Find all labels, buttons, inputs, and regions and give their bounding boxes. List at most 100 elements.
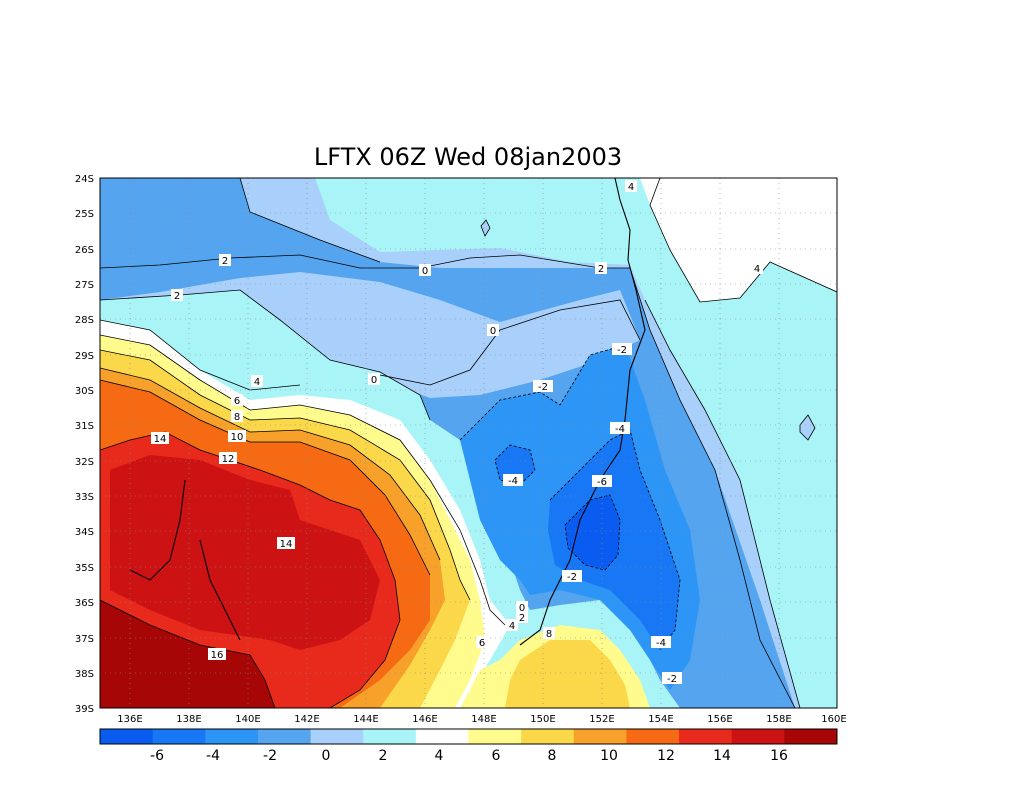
- band-coast-orange-south: [505, 640, 630, 708]
- colorbar-swatch: [100, 729, 154, 744]
- lat-tick-label: 26S: [75, 245, 94, 256]
- lat-tick-label: 30S: [75, 386, 94, 397]
- lon-tick-label: 154E: [648, 714, 673, 725]
- lon-tick-label: 140E: [235, 714, 260, 725]
- band-neg6-core: [565, 495, 620, 570]
- contour-label: 6: [479, 638, 485, 649]
- contour-label: 2: [174, 291, 180, 302]
- contour-label: 16: [211, 650, 224, 661]
- lon-tick-label: 152E: [589, 714, 614, 725]
- contour-label: 4: [754, 264, 760, 275]
- lon-tick-label: 158E: [766, 714, 791, 725]
- contour-label: 8: [234, 412, 240, 423]
- colorbar: [99, 728, 838, 745]
- lon-tick-label: 136E: [117, 714, 142, 725]
- lon-tick-label: 144E: [353, 714, 378, 725]
- contour-label: -2: [617, 345, 627, 356]
- contour-label: 12: [222, 454, 235, 465]
- colorbar-swatch: [679, 729, 733, 744]
- plot-frame: [99, 177, 838, 709]
- contour-label: 4: [509, 621, 515, 632]
- colorbar-swatch: [152, 729, 206, 744]
- colorbar-label: 8: [548, 748, 557, 764]
- contour-label: 14: [154, 434, 167, 445]
- contour-label: 2: [519, 613, 525, 624]
- lon-tick-label: 142E: [294, 714, 319, 725]
- contour-label: -6: [597, 477, 607, 488]
- colorbar-label: -2: [263, 748, 277, 764]
- band-4-6: [315, 178, 837, 708]
- colorbar-label: 6: [492, 748, 501, 764]
- lon-tick-label: 156E: [707, 714, 732, 725]
- colorbar-swatch: [784, 729, 838, 744]
- lat-tick-label: 37S: [75, 634, 94, 645]
- contour-label: 0: [519, 603, 525, 614]
- colorbar-swatch: [415, 729, 469, 744]
- contour-label: 4: [628, 182, 634, 193]
- lat-tick-label: 35S: [75, 563, 94, 574]
- contour-label: -4: [508, 476, 518, 487]
- colorbar-swatch: [205, 729, 259, 744]
- colorbar-label: 10: [600, 748, 618, 764]
- contour-label: 14: [280, 539, 293, 550]
- contour-label: 4: [254, 377, 260, 388]
- colorbar-label: 12: [657, 748, 675, 764]
- colorbar-swatch: [626, 729, 680, 744]
- contour-fill-layer: [100, 178, 837, 708]
- lat-tick-label: 25S: [75, 209, 94, 220]
- colorbar-labels: -6 -4 -2 0 2 4 6 8 10 12 14 16: [150, 748, 788, 764]
- colorbar-label: -4: [206, 748, 220, 764]
- lat-tick-label: 28S: [75, 315, 94, 326]
- contour-label: 10: [231, 432, 244, 443]
- colorbar-label: 16: [770, 748, 788, 764]
- colorbar-swatch: [257, 729, 312, 744]
- lat-tick-label: 39S: [75, 704, 94, 715]
- contour-label: 8: [546, 629, 552, 640]
- colorbar-swatch: [468, 729, 522, 744]
- lon-tick-label: 138E: [176, 714, 201, 725]
- contour-label: -4: [615, 424, 625, 435]
- contour-label: -2: [538, 382, 548, 393]
- contour-label-layer: 4 2 0 2 2 0 4 -2 -2 0 4 6 8 10 12 14 -4 …: [151, 180, 763, 685]
- contour-label: 2: [222, 256, 228, 267]
- colorbar-swatch: [731, 729, 785, 744]
- lon-axis: 136E 138E 140E 142E 144E 146E 148E 150E …: [117, 714, 846, 725]
- contour-label: 6: [234, 396, 240, 407]
- colorbar-label: 14: [713, 748, 731, 764]
- contour-label: 0: [371, 375, 377, 386]
- contour-label: -4: [656, 638, 666, 649]
- graticule: [100, 178, 837, 708]
- map-title: LFTX 06Z Wed 08jan2003: [314, 143, 622, 171]
- lon-tick-label: 148E: [471, 714, 496, 725]
- lat-tick-label: 24S: [75, 174, 94, 185]
- lon-tick-label: 150E: [530, 714, 555, 725]
- lat-tick-label: 29S: [75, 351, 94, 362]
- contour-label: 0: [422, 266, 428, 277]
- colorbar-label: -6: [150, 748, 164, 764]
- lat-tick-label: 33S: [75, 492, 94, 503]
- colorbar-label: 0: [322, 748, 331, 764]
- colorbar-swatch: [363, 729, 417, 744]
- lat-tick-label: 32S: [75, 457, 94, 468]
- band-16-inner-a: [110, 455, 380, 650]
- colorbar-frame: [99, 728, 838, 745]
- colorbar-swatch: [521, 729, 575, 744]
- band-dark-sw: [100, 600, 275, 708]
- lat-axis: 24S 25S 26S 27S 28S 29S 30S 31S 32S 33S …: [75, 174, 94, 715]
- colorbar-swatch: [573, 729, 627, 744]
- colorbar-label: 2: [379, 748, 388, 764]
- lat-tick-label: 34S: [75, 527, 94, 538]
- contour-label: 2: [598, 264, 604, 275]
- lon-tick-label: 146E: [412, 714, 437, 725]
- colorbar-label: 4: [435, 748, 444, 764]
- lon-tick-label: 160E: [821, 714, 846, 725]
- colorbar-swatch: [310, 729, 364, 744]
- band-above-4-ne: [640, 178, 837, 302]
- lat-tick-label: 36S: [75, 598, 94, 609]
- lat-tick-label: 31S: [75, 421, 94, 432]
- contour-label: -2: [567, 572, 577, 583]
- lat-tick-label: 27S: [75, 280, 94, 291]
- contour-label: -2: [667, 674, 677, 685]
- contour-label: 0: [490, 326, 496, 337]
